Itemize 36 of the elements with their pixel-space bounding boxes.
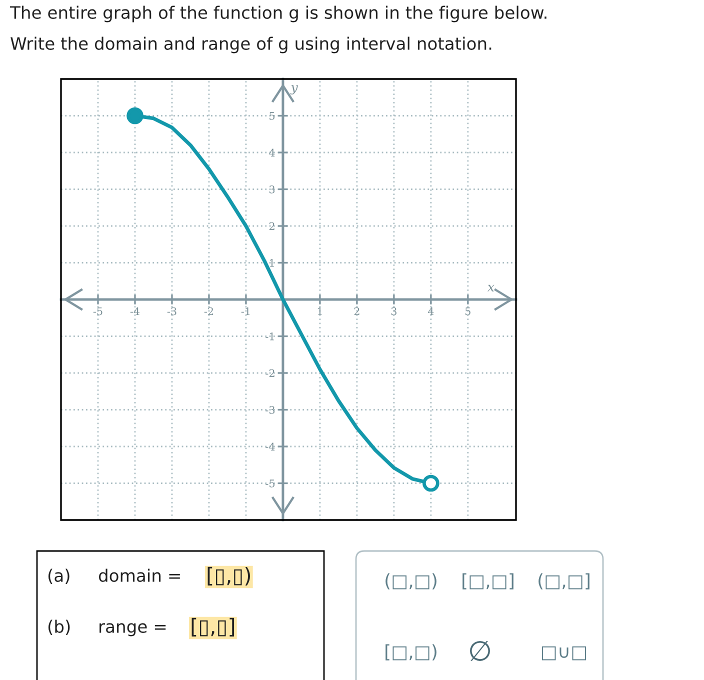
x-tick-label: -3 [167, 307, 176, 316]
text: (□,□) [386, 573, 436, 590]
text: domain = [98, 568, 180, 582]
text: (b) [48, 620, 70, 635]
y-tick-label: -2 [266, 369, 274, 377]
x-tick-label: 2 [354, 307, 360, 316]
x-tick-label: 3 [391, 307, 396, 316]
text: □∪□ [542, 646, 586, 660]
text: [□,□] [462, 573, 514, 590]
y-tick-label: -5 [266, 480, 275, 488]
x-tick-label: -5 [93, 307, 102, 316]
y-tick-label: 4 [269, 148, 275, 156]
text: ∅ [470, 640, 490, 661]
x-tick-label: 1 [318, 307, 322, 316]
y-tick-label: 2 [269, 222, 274, 230]
x-tick-label: 4 [428, 307, 434, 316]
text: [▯,▯] [192, 618, 234, 636]
x-tick-label: -4 [130, 307, 140, 316]
text: range = [100, 623, 166, 636]
chart-subtitle: Write the domain and range of g using interval notation. [10, 36, 492, 54]
y-tick-label: -4 [266, 442, 275, 450]
x-axis-title: x [487, 284, 494, 292]
text: (a) [48, 568, 70, 584]
text: [▯,▯) [208, 566, 250, 586]
x-tick-label: -1 [241, 307, 250, 316]
y-tick-label: 5 [270, 112, 275, 120]
x-tick-label: -2 [204, 307, 214, 316]
y-tick-label: -3 [266, 406, 275, 414]
y-axis-title: y [290, 85, 298, 94]
y-tick-label: -1 [266, 332, 274, 340]
text: (□,□] [538, 573, 590, 590]
x-tick-label: 5 [465, 307, 470, 316]
chart-title: The entire graph of the function g is shown in the figure below. [10, 6, 546, 22]
y-tick-label: 3 [269, 185, 275, 194]
y-tick-label: 1 [270, 258, 274, 267]
text: [□,□) [386, 644, 436, 660]
